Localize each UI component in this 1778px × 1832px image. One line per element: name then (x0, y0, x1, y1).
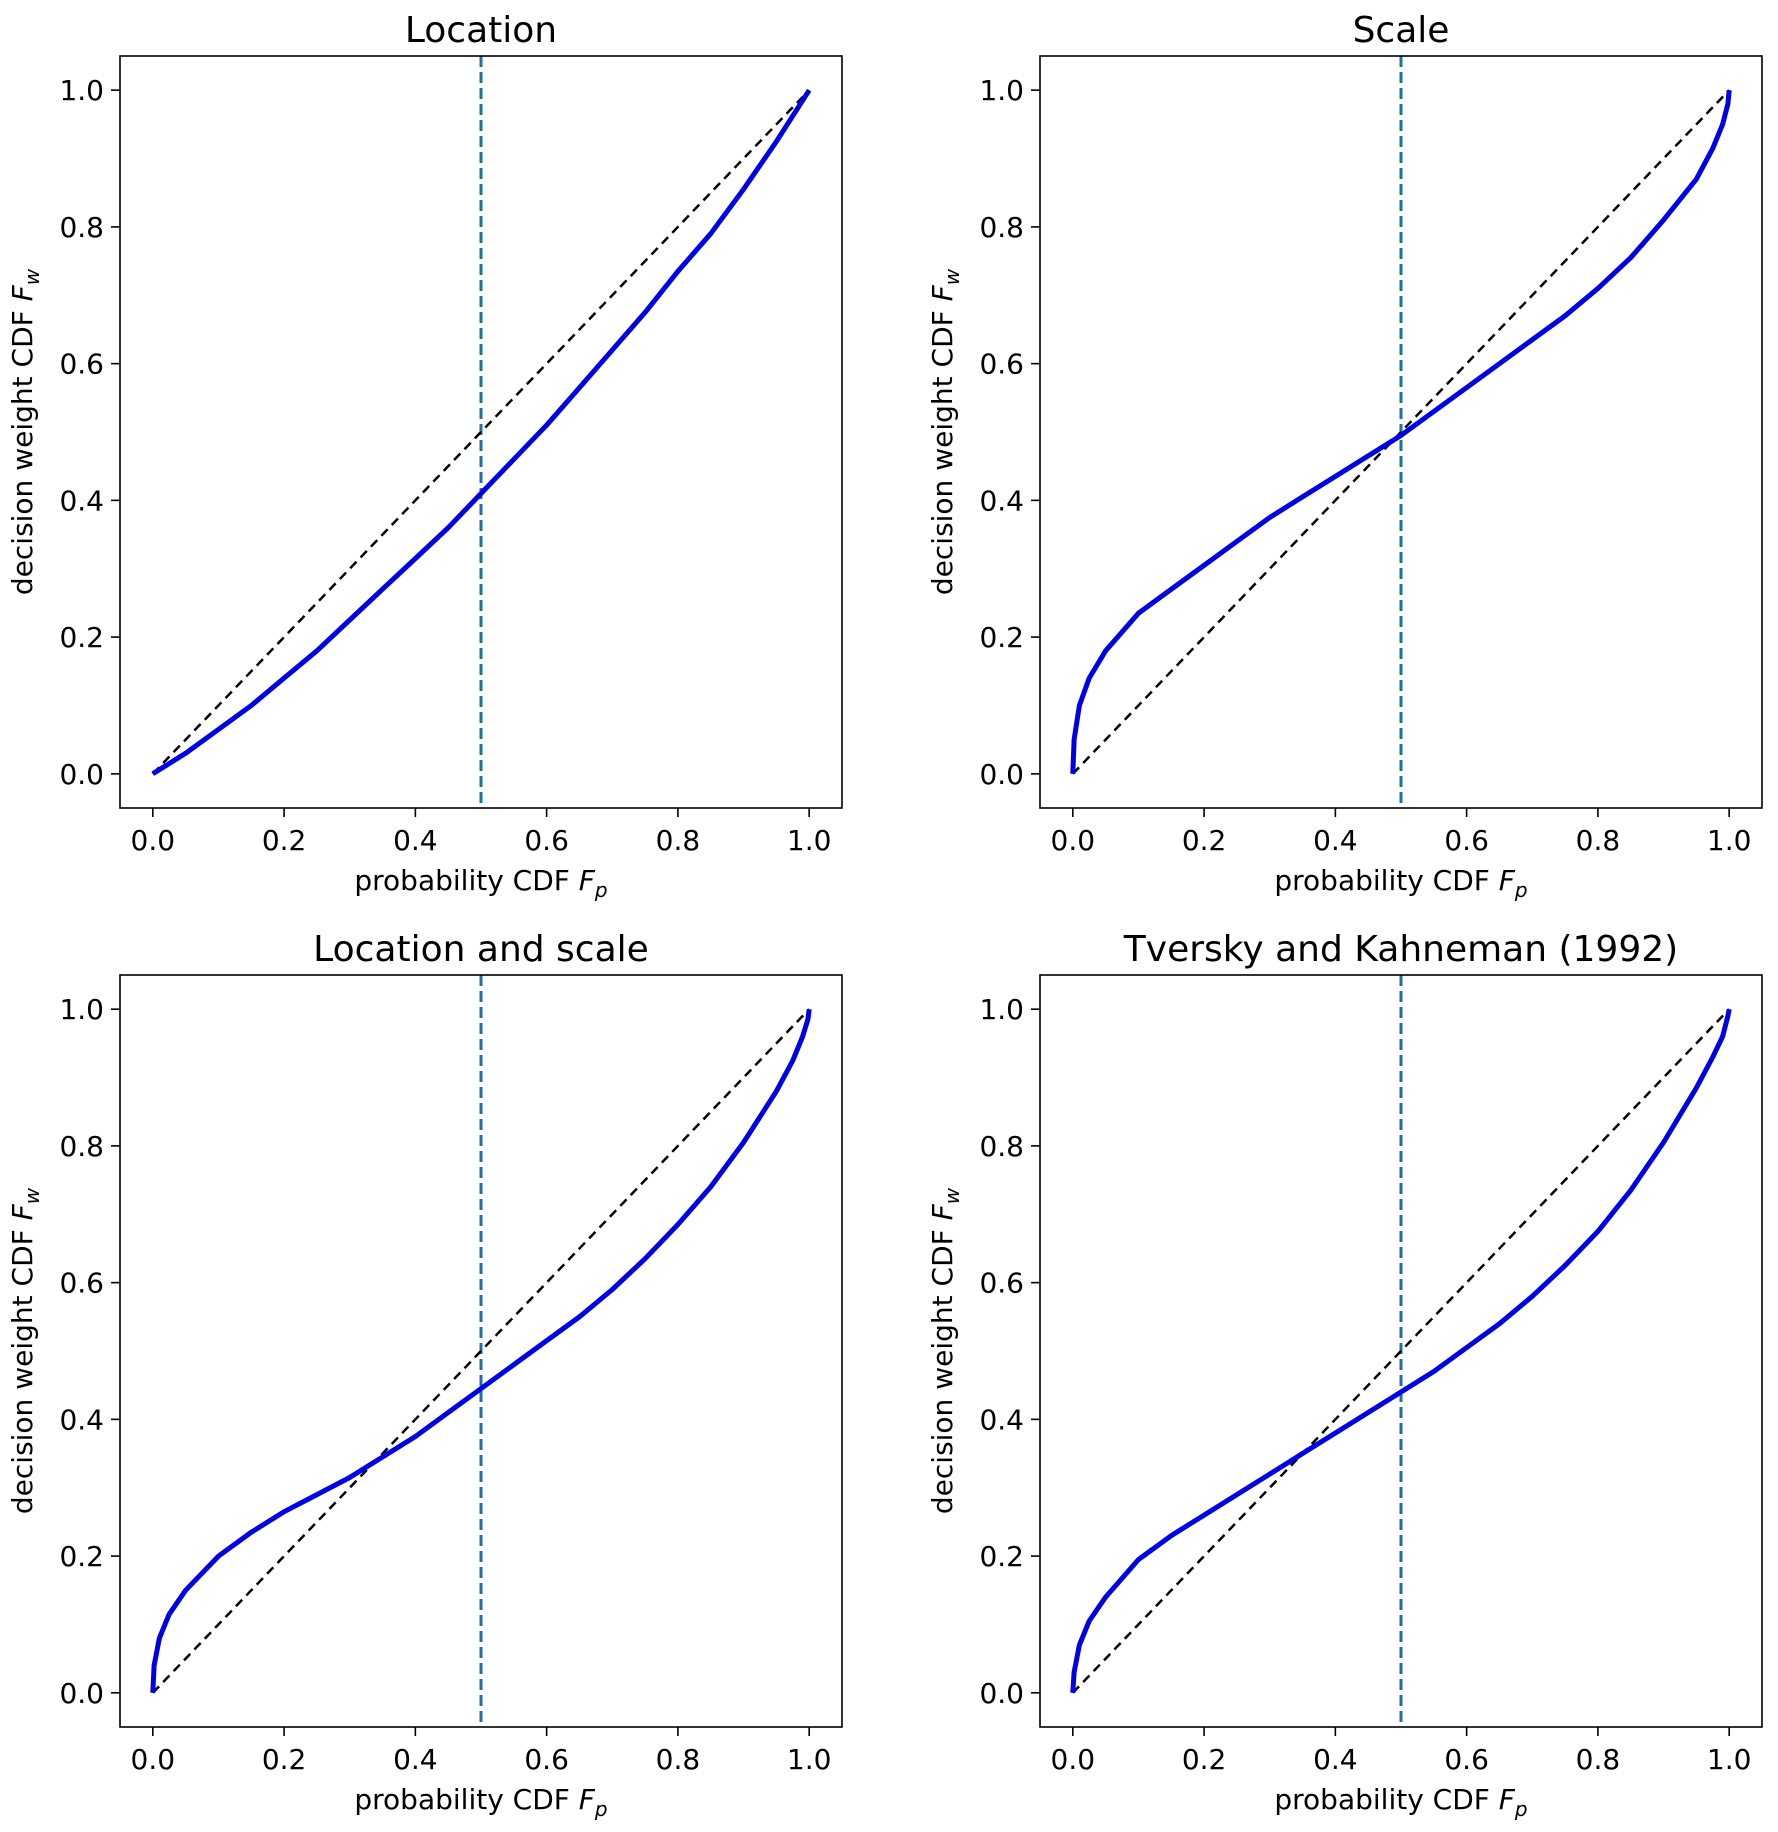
axes-frame (119, 974, 843, 1728)
diagonal-reference-line (151, 1008, 811, 1694)
x-tick-label: 0.0 (131, 824, 176, 857)
y-tick-label: 1.0 (979, 993, 1024, 1026)
y-tick-label: 1.0 (59, 993, 104, 1026)
x-tick-label: 0.2 (262, 1743, 307, 1776)
y-tick-label: 0.4 (979, 484, 1024, 517)
y-tick-label: 0.4 (59, 1403, 104, 1436)
y-tick-label: 0.6 (59, 1267, 104, 1300)
x-tick-label: 0.6 (524, 824, 569, 857)
y-tick-label: 0.0 (979, 758, 1024, 791)
series-line-1 (151, 88, 812, 776)
x-tick-label: 0.0 (131, 1743, 176, 1776)
x-tick-label: 1.0 (787, 1743, 832, 1776)
axes-frame (1039, 974, 1763, 1728)
diagonal-reference-line (1071, 1008, 1731, 1694)
chart-title: Tversky and Kahneman (1992) (1123, 929, 1678, 970)
y-tick-label: 0.8 (979, 211, 1024, 244)
y-axis-label: decision weight CDF Fw (6, 268, 44, 595)
axes-frame (1039, 55, 1763, 809)
x-tick-label: 0.0 (1051, 1743, 1096, 1776)
x-tick-label: 0.4 (393, 824, 438, 857)
x-tick-label: 0.6 (1444, 1743, 1489, 1776)
x-axis-label: probability CDF Fp (1274, 864, 1527, 902)
y-tick-label: 0.2 (59, 1540, 104, 1573)
y-tick-label: 0.6 (979, 348, 1024, 381)
x-tick-label: 0.6 (524, 1743, 569, 1776)
y-tick-label: 0.8 (59, 1130, 104, 1163)
x-tick-label: 0.2 (1182, 1743, 1227, 1776)
y-tick-label: 0.2 (59, 621, 104, 654)
x-axis-label: probability CDF Fp (1274, 1783, 1527, 1821)
y-tick-label: 0.6 (979, 1267, 1024, 1300)
x-tick-label: 0.8 (1576, 824, 1621, 857)
x-tick-label: 0.6 (1444, 824, 1489, 857)
x-tick-label: 1.0 (1707, 824, 1752, 857)
y-tick-label: 0.8 (979, 1130, 1024, 1163)
y-tick-label: 0.6 (59, 348, 104, 381)
y-tick-label: 0.2 (979, 1540, 1024, 1573)
y-tick-label: 0.0 (979, 1677, 1024, 1710)
x-tick-label: 0.4 (1313, 824, 1358, 857)
y-tick-label: 0.4 (59, 484, 104, 517)
chart-panel-4: Tversky and Kahneman (1992) 0.0 0.2 0.4 0.6 0… (926, 929, 1763, 1821)
chart-title: Location and scale (313, 929, 649, 970)
x-tick-label: 0.8 (1576, 1743, 1621, 1776)
y-tick-label: 0.8 (59, 211, 104, 244)
x-tick-label: 1.0 (787, 824, 832, 857)
axes-frame (119, 55, 843, 809)
x-tick-label: 0.8 (656, 824, 701, 857)
diagonal-reference-line (151, 89, 811, 775)
diagonal-reference-line (1071, 89, 1731, 775)
x-axis-label: probability CDF Fp (354, 864, 607, 902)
x-tick-label: 0.4 (393, 1743, 438, 1776)
series-line-1 (1070, 1008, 1732, 1693)
y-tick-label: 0.4 (979, 1403, 1024, 1436)
x-axis-label: probability CDF Fp (354, 1783, 607, 1821)
x-tick-label: 0.4 (1313, 1743, 1358, 1776)
x-tick-label: 0.2 (1182, 824, 1227, 857)
x-tick-label: 0.2 (262, 824, 307, 857)
y-axis-label: decision weight CDF Fw (926, 268, 964, 595)
y-axis-label: decision weight CDF Fw (926, 1187, 964, 1514)
chart-panel-2: Scale 0.0 0.2 0.4 0.6 0.8 1.0 0.0 0.2 0.4 0.6 0.8 1.… (926, 10, 1763, 902)
chart-panel-3: Location and scale 0.0 0.2 0.4 0.6 0.8 1.0 0.0 0… (6, 929, 843, 1821)
y-tick-label: 1.0 (59, 74, 104, 107)
y-tick-label: 1.0 (979, 74, 1024, 107)
x-tick-label: 0.0 (1051, 824, 1096, 857)
chart-title: Scale (1353, 10, 1450, 51)
y-tick-label: 0.0 (59, 1677, 104, 1710)
y-axis-label: decision weight CDF Fw (6, 1187, 44, 1514)
series-line-1 (1070, 89, 1732, 774)
chart-title: Location (405, 10, 557, 51)
x-tick-label: 0.8 (656, 1743, 701, 1776)
series-line-1 (150, 1008, 812, 1693)
x-tick-label: 1.0 (1707, 1743, 1752, 1776)
chart-panel-1: Location 0.0 0.2 0.4 0.6 0.8 1.0 0.0 0.2 0.4 0.6 0.… (6, 10, 843, 902)
y-tick-label: 0.0 (59, 758, 104, 791)
y-tick-label: 0.2 (979, 621, 1024, 654)
